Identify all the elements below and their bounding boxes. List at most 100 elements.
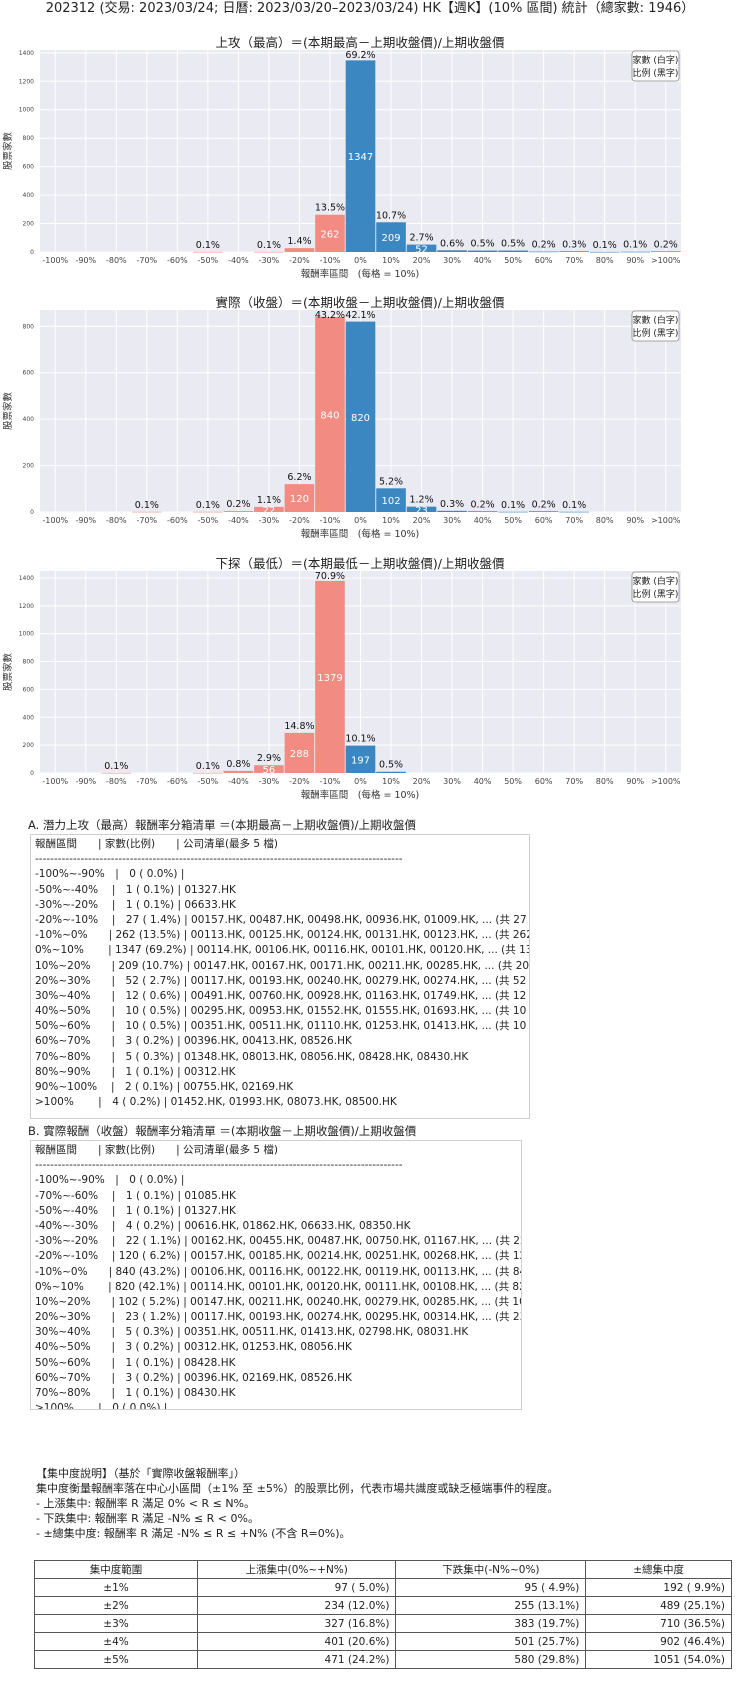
x-tick-label: -70% [136, 777, 157, 786]
bar [193, 511, 223, 513]
bar [223, 511, 254, 512]
table-cell: ±5% [34, 1650, 198, 1669]
x-axis-label: 報酬率區間 (每格 = 10%) [301, 268, 420, 280]
bar-count-label: 56 [263, 765, 276, 776]
bar [254, 251, 284, 253]
bar [376, 222, 406, 252]
concentration-item: - 上漲集中: 報酬率 R 滿足 0% < R ≤ N%。 [36, 1497, 255, 1510]
x-tick-label: >100% [651, 516, 681, 525]
bar [315, 214, 345, 252]
x-tick-label: 0% [354, 256, 367, 265]
y-tick-label: 1200 [19, 603, 34, 610]
list-line: -100%~-90% | 0 ( 0.0%) | [35, 868, 185, 881]
x-tick-label: -10% [320, 777, 341, 786]
bar-count-label: 820 [351, 413, 370, 424]
list-line: 0%~10% | 820 (42.1%) | 00114.HK, 00101.H… [35, 1280, 522, 1293]
table-cell: 710 (36.5%) [585, 1614, 732, 1633]
x-tick-label: -60% [167, 516, 188, 525]
x-tick-label: -50% [198, 777, 219, 786]
list-line: 70%~80% | 1 ( 0.1%) | 08430.HK [35, 1387, 236, 1399]
table-cell: 327 (16.8%) [196, 1614, 397, 1633]
bar [284, 248, 315, 252]
x-tick-label: 90% [626, 777, 644, 786]
x-tick-label: 60% [535, 256, 553, 265]
bar-pct-label: 0.2% [654, 239, 678, 250]
bar-pct-label: 0.2% [532, 240, 556, 251]
chart-close: 實際（收盤）＝(本期收盤－上期收盤價)/上期收盤價 0 200 400 600 800 -1… [0, 296, 740, 548]
table-cell: 383 (19.7%) [395, 1614, 587, 1633]
bar-pct-label: 0.1% [501, 500, 525, 511]
y-tick-label: 1000 [19, 631, 34, 638]
concentration-table: 集中度範圍 上漲集中(0%~+N%) 下跌集中(-N%~0%) ±總集中度 ±1… [34, 1560, 732, 1669]
table-cell: 401 (20.6%) [196, 1632, 397, 1651]
y-tick-label: 800 [23, 135, 35, 142]
bar-pct-label: 0.1% [562, 500, 586, 511]
list-line: 報酬區間 | 家數(比例) | 公司清單(最多 5 檔) [35, 1144, 278, 1156]
bar [376, 771, 406, 773]
legend-item: 比例 (黑字) [633, 588, 679, 600]
bar [376, 488, 406, 512]
list-line: 40%~50% | 10 ( 0.5%) | 00295.HK, 00953.H… [35, 1005, 530, 1018]
x-tick-label: -30% [259, 777, 280, 786]
bar-pct-label: 0.5% [471, 239, 495, 250]
table-row: ±1% 97 ( 5.0%) 95 ( 4.9%) 192 ( 9.9%) [34, 1578, 732, 1597]
chart-close-svg: 實際（收盤）＝(本期收盤－上期收盤價)/上期收盤價 0 200 400 600 800 -1… [2, 296, 681, 540]
y-tick-label: 200 [23, 221, 35, 228]
list-line: ----------------------------------------… [35, 853, 403, 866]
bar-pct-label: 70.9% [315, 571, 345, 582]
bar-pct-label: 0.2% [226, 499, 250, 510]
x-tick-label: -50% [198, 516, 219, 525]
bar [254, 765, 284, 773]
x-tick-label: 50% [504, 256, 522, 265]
x-tick-label: 0% [354, 777, 367, 786]
table-cell: 471 (24.2%) [196, 1650, 397, 1669]
x-tick-label: 40% [474, 256, 492, 265]
x-tick-label: 70% [565, 256, 583, 265]
legend-item: 家數 (白字) [633, 54, 679, 66]
x-tick-label: -20% [289, 516, 310, 525]
bar-pct-label: 1.1% [257, 495, 281, 506]
bar-pct-label: 0.1% [104, 761, 128, 772]
table-cell: 95 ( 4.9%) [395, 1578, 587, 1597]
table-row: ±2% 234 (12.0%) 255 (13.1%) 489 (25.1%) [34, 1596, 732, 1615]
bar [345, 321, 376, 512]
concentration-intro: 集中度衡量報酬率落在中心小區間（±1% 至 ±5%）的股票比例，代表市場共識度或… [36, 1482, 559, 1495]
bar-count-label: 120 [290, 494, 309, 505]
legend-item: 家數 (白字) [633, 314, 679, 326]
x-tick-label: 60% [535, 777, 553, 786]
bar-count-label: 262 [320, 229, 339, 240]
list-a-heading: A. 潛力上攻（最高）報酬率分箱清單 ＝(本期最高－上期收盤價)/上期收盤價 [28, 818, 416, 832]
bar-count-label: 840 [320, 410, 339, 421]
bar-pct-label: 0.2% [532, 499, 556, 510]
concentration-heading: 【集中度說明】（基於「實際收盤報酬率」） [36, 1467, 245, 1480]
bar-pct-label: 0.1% [623, 240, 647, 251]
x-tick-label: -40% [228, 516, 249, 525]
list-line: 10%~20% | 102 ( 5.2%) | 00147.HK, 00211.… [35, 1295, 522, 1308]
x-tick-label: 50% [504, 777, 522, 786]
bar-pct-label: 0.2% [471, 499, 495, 510]
y-tick-label: 800 [23, 659, 35, 666]
x-tick-label: -70% [136, 516, 157, 525]
bar-pct-label: 14.8% [284, 721, 314, 732]
bar-pct-label: 0.8% [226, 759, 250, 770]
bar [254, 506, 284, 512]
list-line: 60%~70% | 3 ( 0.2%) | 00396.HK, 02169.HK… [35, 1371, 352, 1384]
table-row: ±3% 327 (16.8%) 383 (19.7%) 710 (36.5%) [34, 1614, 732, 1633]
x-tick-label: -30% [259, 516, 280, 525]
x-axis-label: 報酬率區間 (每格 = 10%) [301, 528, 420, 540]
bar [467, 511, 498, 512]
y-tick-label: 1200 [19, 78, 34, 85]
chart-title: 實際（收盤）＝(本期收盤－上期收盤價)/上期收盤價 [216, 296, 505, 310]
table-cell: 234 (12.0%) [196, 1596, 397, 1615]
bar-count-label: 102 [381, 496, 400, 507]
list-line: -10%~0% | 840 (43.2%) | 00106.HK, 00116.… [35, 1265, 522, 1278]
list-line: 50%~60% | 10 ( 0.5%) | 00351.HK, 00511.H… [35, 1020, 530, 1033]
x-tick-label: 20% [413, 256, 431, 265]
table-cell: 192 ( 9.9%) [585, 1578, 732, 1597]
list-line: >100% | 0 ( 0.0%) | [35, 1402, 168, 1410]
bar [315, 316, 345, 512]
list-line: -30%~-20% | 1 ( 0.1%) | 06633.HK [35, 898, 236, 911]
list-a-box: 報酬區間 | 家數(比例) | 公司清單(最多 5 檔) ------------… [30, 834, 530, 1119]
x-tick-label: 70% [565, 516, 583, 525]
bar-pct-label: 42.1% [345, 310, 375, 321]
